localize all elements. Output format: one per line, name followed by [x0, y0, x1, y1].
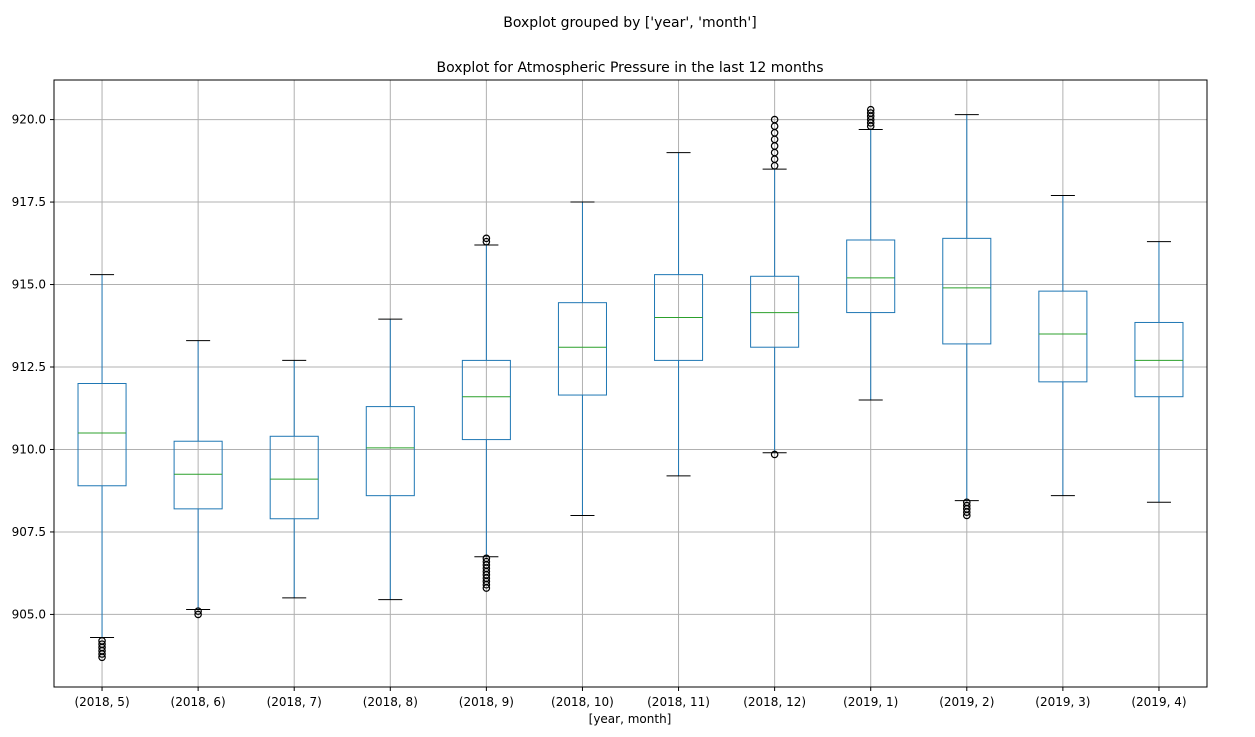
y-tick-label: 920.0	[12, 113, 46, 127]
box-9	[942, 114, 992, 520]
outlier-point	[98, 653, 106, 662]
x-tick-label: (2018, 8)	[363, 695, 418, 709]
iqr-box	[1134, 321, 1184, 398]
x-tick-label: (2018, 5)	[74, 695, 129, 709]
x-tick-label: (2018, 7)	[267, 695, 322, 709]
outlier-point	[482, 234, 491, 243]
box-series	[77, 105, 1184, 662]
outlier-point	[962, 511, 971, 520]
x-tick-label: (2019, 3)	[1035, 695, 1090, 709]
plot-frame	[53, 79, 1208, 688]
outlier-point	[194, 607, 202, 615]
box-4	[461, 234, 511, 592]
outlier-point	[482, 580, 491, 589]
outlier-point	[866, 105, 875, 114]
y-tick-label: 915.0	[12, 278, 46, 292]
outlier-point	[482, 584, 491, 592]
iqr-box	[269, 435, 319, 520]
x-tick-label: (2019, 1)	[843, 695, 898, 709]
box-8	[846, 105, 896, 401]
y-axis: 905.0 907.5 910.0 912.5 915.0 917.5 920.0	[12, 113, 54, 621]
x-tick-label: (2019, 4)	[1131, 695, 1186, 709]
iqr-box	[1038, 290, 1088, 383]
x-tick-label: (2018, 6)	[171, 695, 226, 709]
iqr-box	[173, 440, 223, 510]
y-tick-label: 910.0	[12, 442, 46, 456]
y-tick-label: 917.5	[12, 195, 46, 209]
box-2	[269, 359, 319, 599]
outlier-point	[962, 508, 971, 516]
iqr-box	[557, 302, 607, 396]
box-6	[654, 152, 704, 477]
outlier-point	[482, 237, 491, 246]
x-tick-label: (2018, 12)	[743, 695, 806, 709]
box-11	[1134, 241, 1184, 503]
iqr-box	[365, 406, 415, 497]
outlier-point	[866, 109, 875, 117]
grid-lines	[54, 80, 1207, 687]
x-tick-label: (2019, 2)	[939, 695, 994, 709]
y-tick-label: 907.5	[12, 525, 46, 539]
chart-suptitle: Boxplot grouped by ['year', 'month']	[503, 15, 756, 31]
box-7	[750, 115, 800, 459]
x-tick-label: (2018, 11)	[647, 695, 710, 709]
iqr-box	[942, 237, 992, 345]
x-tick-label: (2018, 9)	[459, 695, 514, 709]
outlier-point	[194, 610, 202, 619]
x-tick-label: (2018, 10)	[551, 695, 614, 709]
outlier-point	[98, 650, 106, 658]
iqr-box	[846, 239, 896, 314]
x-axis-label: [year, month]	[589, 712, 672, 726]
iqr-box	[750, 275, 800, 348]
y-tick-label: 905.0	[12, 607, 46, 621]
outlier-point	[770, 450, 779, 459]
iqr-box	[461, 359, 511, 441]
box-10	[1038, 194, 1088, 497]
outlier-point	[770, 115, 779, 124]
box-0	[77, 274, 127, 662]
chart-title: Boxplot for Atmospheric Pressure in the …	[436, 60, 823, 76]
x-axis: (2018, 5) (2018, 6) (2018, 7) (2018, 8) (201…	[74, 687, 1187, 709]
iqr-box	[77, 383, 127, 487]
box-3	[365, 318, 415, 601]
y-tick-label: 912.5	[12, 360, 46, 374]
box-5	[557, 201, 607, 516]
box-1	[173, 340, 223, 619]
